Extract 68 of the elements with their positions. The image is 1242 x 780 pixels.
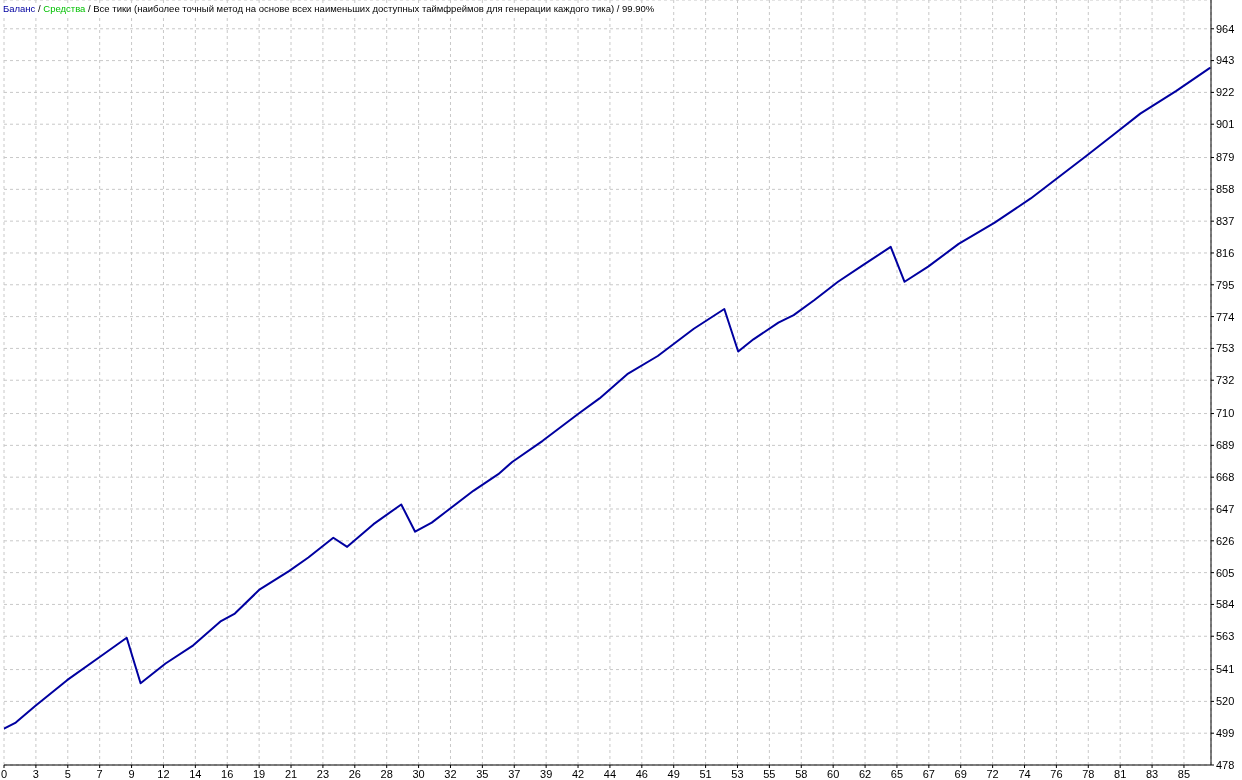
- x-tick-label: 78: [1082, 767, 1095, 780]
- x-tick-label: 58: [795, 767, 808, 780]
- y-tick-label: 520: [1216, 695, 1235, 708]
- x-tick-label: 69: [954, 767, 967, 780]
- x-tick-label: 85: [1177, 767, 1191, 780]
- x-tick-label: 39: [540, 767, 553, 780]
- x-tick-label: 16: [221, 767, 234, 780]
- x-tick-label: 14: [189, 767, 202, 780]
- x-tick-label: 26: [348, 767, 361, 780]
- legend-label: Средства: [43, 3, 86, 14]
- y-tick-label: 584: [1216, 598, 1235, 611]
- x-tick-label: 62: [858, 767, 872, 780]
- line-series: [4, 67, 1211, 730]
- x-tick-label: 46: [635, 767, 648, 780]
- x-tick-label: 12: [157, 767, 170, 780]
- y-tick-label: 816: [1216, 246, 1235, 259]
- x-tick-label: 7: [96, 767, 103, 780]
- x-tick-label: 53: [731, 767, 744, 780]
- chart-title: Все тики (наиболее точный метод на основе всех наименьших доступных таймфреймов для генерации каждого тика) / 99.90%: [93, 3, 655, 14]
- y-tick-label: 774: [1216, 310, 1235, 323]
- x-tick-label: 32: [444, 767, 457, 780]
- y-tick-label: 563: [1216, 630, 1235, 643]
- x-tick-label: 0: [0, 767, 8, 780]
- y-tick-label: 858: [1216, 183, 1235, 196]
- x-tick-label: 60: [827, 767, 840, 780]
- x-tick-label: 23: [316, 767, 330, 780]
- x-tick-label: 9: [128, 767, 135, 780]
- x-tick-label: 65: [890, 767, 904, 780]
- y-tick-label: 795: [1216, 278, 1235, 291]
- x-tick-label: 81: [1114, 767, 1127, 780]
- x-tick-label: 19: [253, 767, 266, 780]
- x-tick-label: 21: [284, 767, 298, 780]
- annotation: /: [87, 3, 92, 14]
- y-tick-label: 901: [1216, 118, 1235, 131]
- y-tick-label: 478: [1216, 758, 1235, 771]
- y-tick-label: 943: [1216, 54, 1235, 67]
- x-tick-label: 30: [412, 767, 425, 780]
- x-tick-label: 28: [380, 767, 393, 780]
- y-tick-label: 499: [1216, 727, 1235, 740]
- x-tick-label: 42: [571, 767, 585, 780]
- y-tick-label: 964: [1216, 22, 1235, 35]
- y-tick-label: 753: [1216, 342, 1235, 355]
- y-tick-label: 837: [1216, 215, 1235, 228]
- x-tick-label: 74: [1018, 767, 1031, 780]
- y-tick-label: 689: [1216, 439, 1235, 452]
- x-tick-label: 51: [699, 767, 712, 780]
- x-tick-label: 67: [922, 767, 935, 780]
- y-tick-label: 668: [1216, 471, 1235, 484]
- y-tick-label: 732: [1216, 374, 1235, 387]
- x-tick-label: 76: [1050, 767, 1063, 780]
- y-tick-label: 647: [1216, 502, 1235, 515]
- x-tick-label: 44: [603, 767, 617, 780]
- x-tick-label: 55: [763, 767, 776, 780]
- x-tick-label: 72: [986, 767, 999, 780]
- x-tick-label: 3: [32, 767, 39, 780]
- x-tick-label: 5: [64, 767, 71, 780]
- y-tick-label: 710: [1216, 407, 1235, 420]
- x-tick-label: 83: [1145, 767, 1159, 780]
- x-tick-label: 37: [508, 767, 521, 780]
- y-tick-label: 541: [1216, 663, 1235, 676]
- x-tick-label: 35: [476, 767, 489, 780]
- annotation: /: [36, 3, 42, 14]
- y-tick-label: 605: [1216, 566, 1235, 579]
- y-tick-label: 626: [1216, 534, 1235, 547]
- text: Баланс: [3, 3, 36, 14]
- y-tick-label: 879: [1216, 151, 1235, 164]
- x-tick-label: 49: [667, 767, 680, 780]
- y-tick-label: 922: [1216, 86, 1235, 99]
